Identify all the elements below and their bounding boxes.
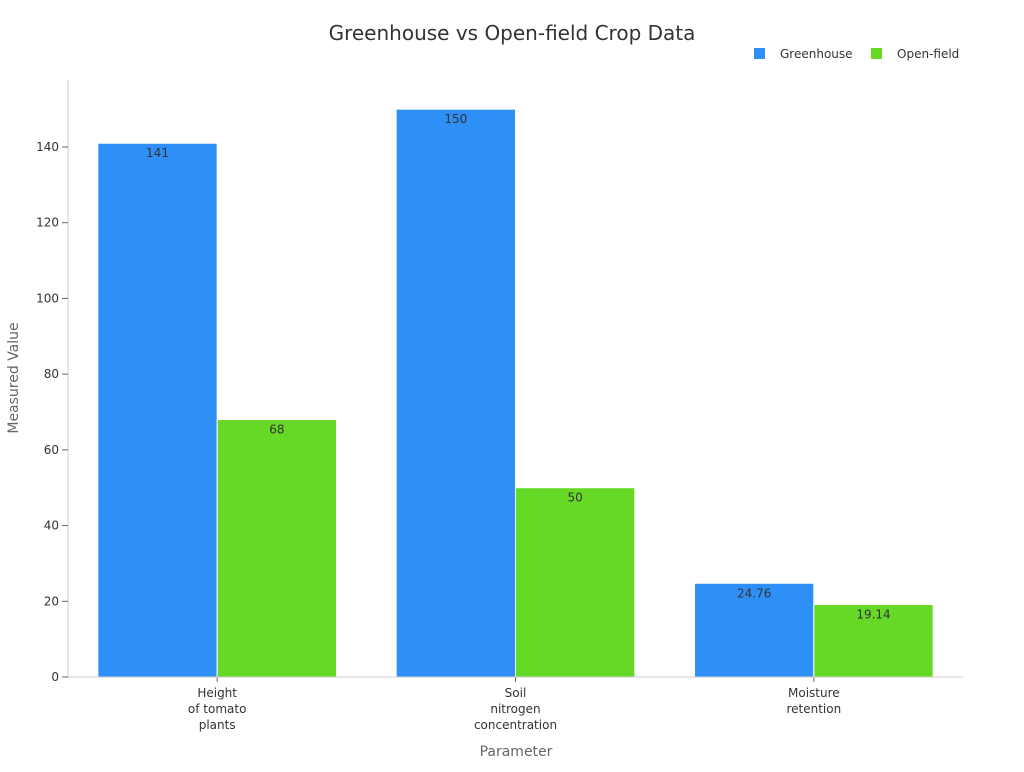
y-axis-label: Measured Value: [6, 322, 22, 433]
y-tick-label: 0: [51, 670, 59, 684]
y-tick-label: 20: [44, 594, 59, 608]
y-tick-label: 40: [44, 519, 59, 533]
bar-open-field: [216, 419, 338, 678]
data-label: 141: [146, 146, 169, 160]
bar-open-field: [515, 487, 636, 678]
y-tick-label: 140: [36, 140, 59, 154]
x-tick-label: retention: [786, 702, 841, 716]
data-label: 19.14: [856, 608, 890, 622]
bar-open-field: [813, 604, 934, 678]
data-label: 68: [269, 423, 284, 437]
x-tick-label: nitrogen: [490, 702, 540, 716]
data-label: 150: [444, 112, 467, 126]
legend-swatch-greenhouse: [754, 48, 765, 59]
x-tick-label: concentration: [474, 718, 557, 732]
legend: Greenhouse Open-field: [754, 47, 959, 61]
data-label: 50: [568, 491, 583, 505]
data-label: 24.76: [737, 586, 771, 600]
legend-label: Open-field: [897, 47, 959, 61]
x-tick-label: plants: [199, 718, 236, 732]
y-tick-label: 80: [44, 367, 59, 381]
x-tick-label: of tomato: [188, 702, 247, 716]
bars: 141 68 150 50 24.76 19.14: [97, 108, 934, 678]
y-tick-label: 120: [36, 216, 59, 230]
y-tick-label: 60: [44, 443, 59, 457]
axes: Height of tomato plants Soil nitrogen concent…: [36, 80, 963, 732]
bar-greenhouse: [694, 582, 815, 678]
x-tick-label: Soil: [505, 686, 527, 700]
x-tick-label: Height: [197, 686, 237, 700]
bar-greenhouse: [97, 142, 218, 678]
bar-greenhouse: [395, 108, 516, 678]
legend-label: Greenhouse: [780, 47, 853, 61]
chart-title: Greenhouse vs Open-field Crop Data: [329, 21, 696, 45]
x-tick-label: Moisture: [788, 686, 840, 700]
legend-swatch-open-field: [871, 48, 882, 59]
y-tick-label: 100: [36, 291, 59, 305]
x-axis-label: Parameter: [480, 744, 553, 760]
